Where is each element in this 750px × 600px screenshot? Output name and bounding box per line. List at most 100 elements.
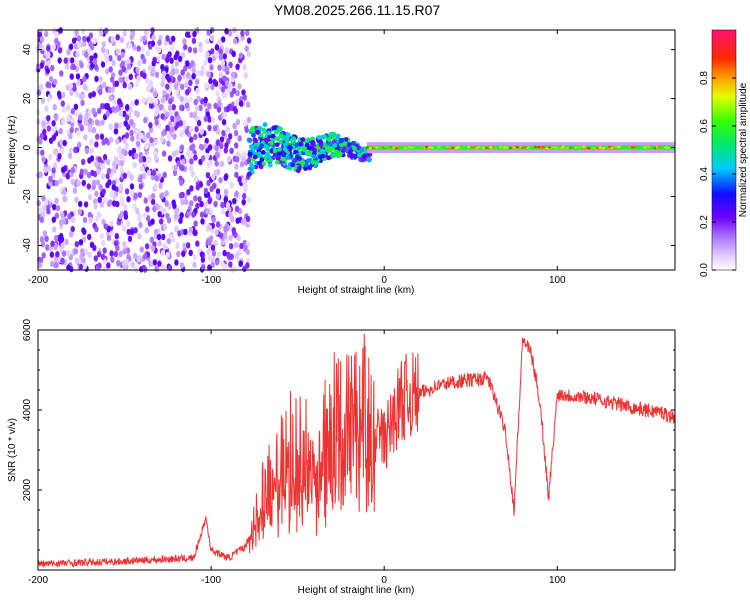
spectrogram-cell	[91, 127, 97, 134]
spectrogram-cell	[118, 213, 123, 220]
spectrogram-cell	[186, 242, 191, 249]
spectrogram-cell	[130, 135, 135, 142]
spectrogram-cell	[172, 169, 178, 177]
spectrogram-cell	[74, 241, 80, 248]
spectrogram-cell	[610, 146, 614, 149]
spectrogram-cell	[87, 211, 93, 219]
spectrogram-cell	[98, 184, 103, 191]
spectrogram-cell	[181, 250, 186, 257]
spectrogram-cell	[247, 137, 252, 143]
spectrogram-cell	[159, 218, 164, 225]
spectrogram-cell	[192, 254, 198, 261]
spectrogram-cell	[136, 75, 141, 82]
spectrogram-cell	[139, 246, 144, 253]
spectrogram-cell	[111, 184, 117, 191]
spectrogram-cell	[207, 254, 213, 262]
spectrogram-cell	[129, 129, 134, 136]
spectrogram-cell	[179, 95, 184, 103]
spectrogram-cell	[76, 79, 81, 87]
spectrogram-cell	[157, 211, 162, 218]
spectrogram-cell	[170, 115, 175, 123]
spectrogram-cell	[341, 148, 346, 154]
spectrogram-cell	[100, 103, 105, 110]
spectrogram-cell	[512, 146, 516, 149]
spectrogram-cell	[224, 142, 229, 149]
spectrogram-cell	[241, 218, 246, 226]
spectrogram-cell	[666, 146, 670, 149]
spectrogram-cell	[119, 196, 125, 203]
spectrogram-cell	[290, 162, 296, 168]
spectrogram-cell	[205, 152, 210, 160]
spectrogram-cell	[189, 136, 194, 143]
spectrogram-cell	[256, 151, 262, 157]
spectrogram-cell	[200, 65, 206, 72]
spectrogram-cell	[87, 48, 92, 55]
spectrogram-cell	[247, 151, 253, 157]
spectrogram-cell	[227, 30, 233, 37]
spectrogram-cell	[239, 161, 245, 168]
spectrogram-cell	[88, 40, 93, 48]
spectrogram-cell	[339, 142, 344, 148]
spectrogram-cell	[81, 227, 86, 234]
spectrogram-cell	[214, 229, 219, 236]
spectrogram-cell	[66, 104, 71, 111]
spectrogram-cell	[246, 37, 252, 44]
spectrogram-cell	[124, 132, 130, 139]
spectrogram-cell	[375, 146, 379, 149]
spectrogram-cell	[233, 129, 239, 137]
spectrogram-cell	[172, 133, 177, 140]
spectrogram-cell	[195, 184, 200, 191]
spectrogram-cell	[263, 137, 269, 143]
spectrogram-cell	[78, 200, 83, 208]
spectrogram-cell	[505, 146, 509, 149]
spectrogram-cell	[70, 108, 76, 115]
spectrogram-cell	[220, 59, 226, 67]
spectrogram-cell	[113, 128, 119, 135]
spectrogram-cell	[131, 147, 137, 155]
spectrogram-cell	[154, 71, 160, 78]
spectrogram-cell	[158, 204, 164, 212]
spectrogram-cell	[164, 190, 169, 197]
spectrogram-cell	[157, 39, 162, 46]
spectrogram-cell	[408, 146, 412, 149]
spectrogram-cell	[46, 44, 51, 52]
spectrogram-cell	[387, 146, 391, 149]
spectrogram-cell	[122, 225, 127, 232]
spectrogram-cell	[239, 242, 244, 250]
spectrogram-cell	[149, 136, 154, 144]
spectrogram-cell	[153, 228, 159, 236]
spectrogram-cell	[60, 118, 65, 126]
spectrogram-cell	[83, 201, 89, 208]
spectrogram-cell	[193, 195, 198, 202]
spectrogram-cell	[378, 145, 382, 148]
spectrogram-cell	[199, 200, 204, 208]
spectrogram-cell	[399, 146, 403, 149]
colorbar-tick-label: 0.0	[699, 263, 710, 277]
spectrogram-cell	[158, 104, 164, 111]
spectrogram-cell	[141, 155, 147, 163]
spectrogram-cell	[224, 66, 229, 74]
spectrogram-cell	[267, 162, 273, 168]
spectrogram-cell	[183, 198, 189, 206]
spectrogram-cell	[195, 202, 200, 210]
spectrogram-cell	[206, 161, 211, 169]
spectrogram-cell	[327, 141, 332, 147]
spectrogram-cell	[150, 192, 156, 200]
spectrogram-y-axis-label: Frequency (Hz)	[7, 116, 18, 185]
spectrogram-cell	[223, 225, 228, 232]
spectrogram-cell	[104, 56, 110, 63]
colorbar: 0.0 0.2 0.4 0.6 0.8 Normalized spectral ampl…	[699, 29, 749, 277]
spectrogram-cell	[261, 127, 267, 133]
spectrogram-cell	[102, 247, 107, 254]
spectrogram-cell	[93, 160, 99, 168]
x-tick-label: -100	[201, 275, 221, 286]
spectrogram-cell	[560, 147, 564, 150]
x-tick-label: -200	[28, 575, 48, 586]
spectrogram-cell	[218, 54, 224, 61]
spectrogram-cell	[91, 90, 97, 98]
spectrogram-cell	[175, 121, 180, 128]
spectrogram-cell	[51, 120, 56, 127]
spectrogram-cell	[71, 82, 77, 89]
spectrogram-cell	[201, 264, 206, 271]
spectrogram-cell	[83, 119, 89, 127]
